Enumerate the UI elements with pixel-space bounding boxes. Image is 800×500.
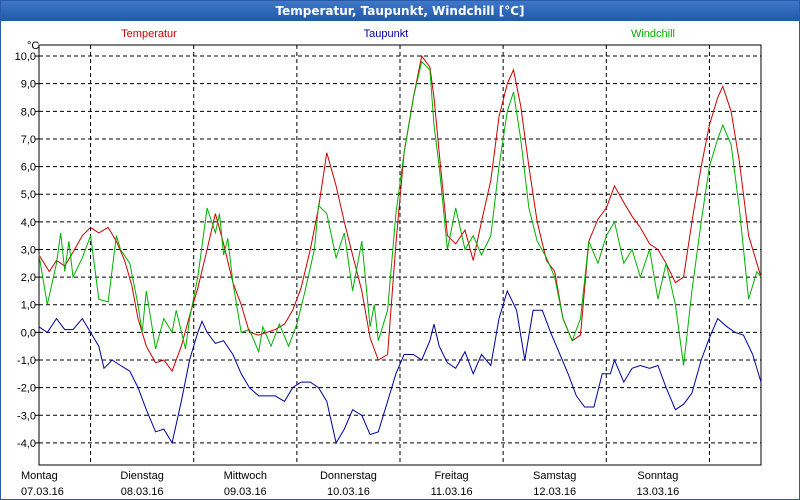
y-tick-label: -3,0 (17, 410, 36, 422)
y-tick-label: 10,0 (15, 51, 36, 63)
y-tick-label: 9,0 (21, 79, 36, 91)
x-tick-date: 12.03.16 (533, 486, 576, 498)
window-title: Temperatur, Taupunkt, Windchill [°C] (1, 1, 799, 21)
series-lines (38, 54, 762, 445)
y-tick-label: 5,0 (21, 189, 36, 201)
grid (39, 45, 761, 465)
y-tick-label: 1,0 (21, 300, 36, 312)
legend: Temperatur Taupunkt Windchill (121, 28, 675, 40)
legend-windchill: Windchill (631, 28, 675, 40)
legend-taupunkt: Taupunkt (364, 28, 409, 40)
y-tick-label: -4,0 (17, 438, 36, 450)
y-tick-label: -2,0 (17, 383, 36, 395)
y-tick-label: 7,0 (21, 134, 36, 146)
y-tick-label: 3,0 (21, 244, 36, 256)
series-line-taupunkt (38, 289, 762, 445)
series-line-windchill (38, 60, 762, 366)
x-tick-day: Dienstag (120, 470, 163, 482)
x-tick-day: Donnerstag (320, 470, 377, 482)
y-tick-label: 4,0 (21, 217, 36, 229)
x-tick-day: Montag (21, 470, 58, 482)
x-tick-day: Freitag (434, 470, 468, 482)
legend-temperatur: Temperatur (121, 28, 177, 40)
x-tick-date: 11.03.16 (431, 486, 473, 498)
y-tick-label: 6,0 (21, 162, 36, 174)
x-tick-day: Samstag (533, 470, 576, 482)
weather-chart: 10,0 9,0 8,0 7,0 6,0 5,0 4,0 3,0 2,0 1,0 0,0 -1,0 -2… (15, 28, 762, 498)
y-axis: 10,0 9,0 8,0 7,0 6,0 5,0 4,0 3,0 2,0 1,0 0,0 -1,0 -2… (15, 51, 39, 450)
x-axis: Montag 07.03.16 Dienstag 08.03.16 Mittwoch 09… (21, 470, 679, 498)
x-tick-date: 07.03.16 (21, 486, 64, 498)
x-tick-date: 13.03.16 (636, 486, 679, 498)
y-axis-unit: °C (27, 40, 39, 52)
x-tick-date: 09.03.16 (224, 486, 267, 498)
x-tick-day: Mittwoch (224, 470, 267, 482)
x-tick-date: 08.03.16 (121, 486, 164, 498)
y-tick-label: 0,0 (21, 327, 36, 339)
y-tick-label: 8,0 (21, 106, 36, 118)
y-tick-label: -1,0 (17, 355, 36, 367)
x-tick-date: 10.03.16 (327, 486, 370, 498)
x-tick-day: Sonntag (637, 470, 678, 482)
y-tick-label: 2,0 (21, 272, 36, 284)
